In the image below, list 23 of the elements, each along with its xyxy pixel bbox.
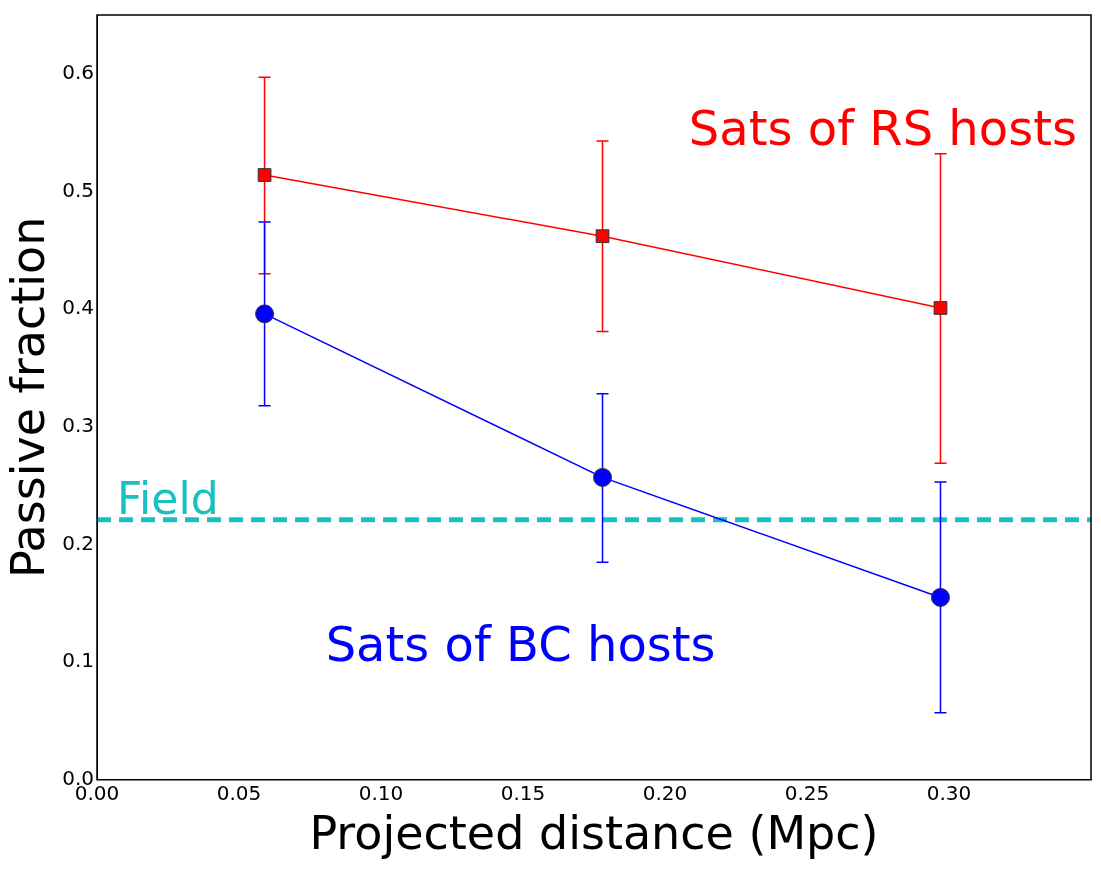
point bbox=[595, 229, 610, 244]
series-label: Sats of BC hosts bbox=[325, 616, 716, 673]
y-tick-label: 0.1 bbox=[62, 648, 95, 673]
point bbox=[933, 301, 948, 315]
y-tick-label: 0.5 bbox=[62, 177, 95, 202]
x-tick-label: 0.10 bbox=[358, 781, 404, 805]
ref-line-label: Field bbox=[117, 472, 219, 524]
x-tick-label: 0.25 bbox=[784, 781, 830, 805]
point bbox=[593, 467, 613, 487]
y-tick-label: 0.6 bbox=[62, 60, 95, 85]
point bbox=[255, 304, 275, 324]
y-axis-title: Passive fraction bbox=[0, 216, 55, 579]
point bbox=[930, 587, 950, 607]
y-tick-label: 0.3 bbox=[62, 413, 95, 438]
point bbox=[257, 168, 272, 182]
x-tick-label: 0.05 bbox=[216, 781, 262, 805]
y-tick-label: 0.2 bbox=[62, 530, 95, 555]
y-tick-label: 0.4 bbox=[62, 295, 95, 320]
text: Sats of RS hosts bbox=[688, 100, 1077, 157]
x-tick-label: 0.30 bbox=[926, 781, 972, 805]
x-tick-label: 0.15 bbox=[500, 781, 546, 805]
x-tick-label: 0.20 bbox=[642, 781, 688, 805]
x-axis-title: Projected distance (Mpc) bbox=[309, 806, 879, 861]
